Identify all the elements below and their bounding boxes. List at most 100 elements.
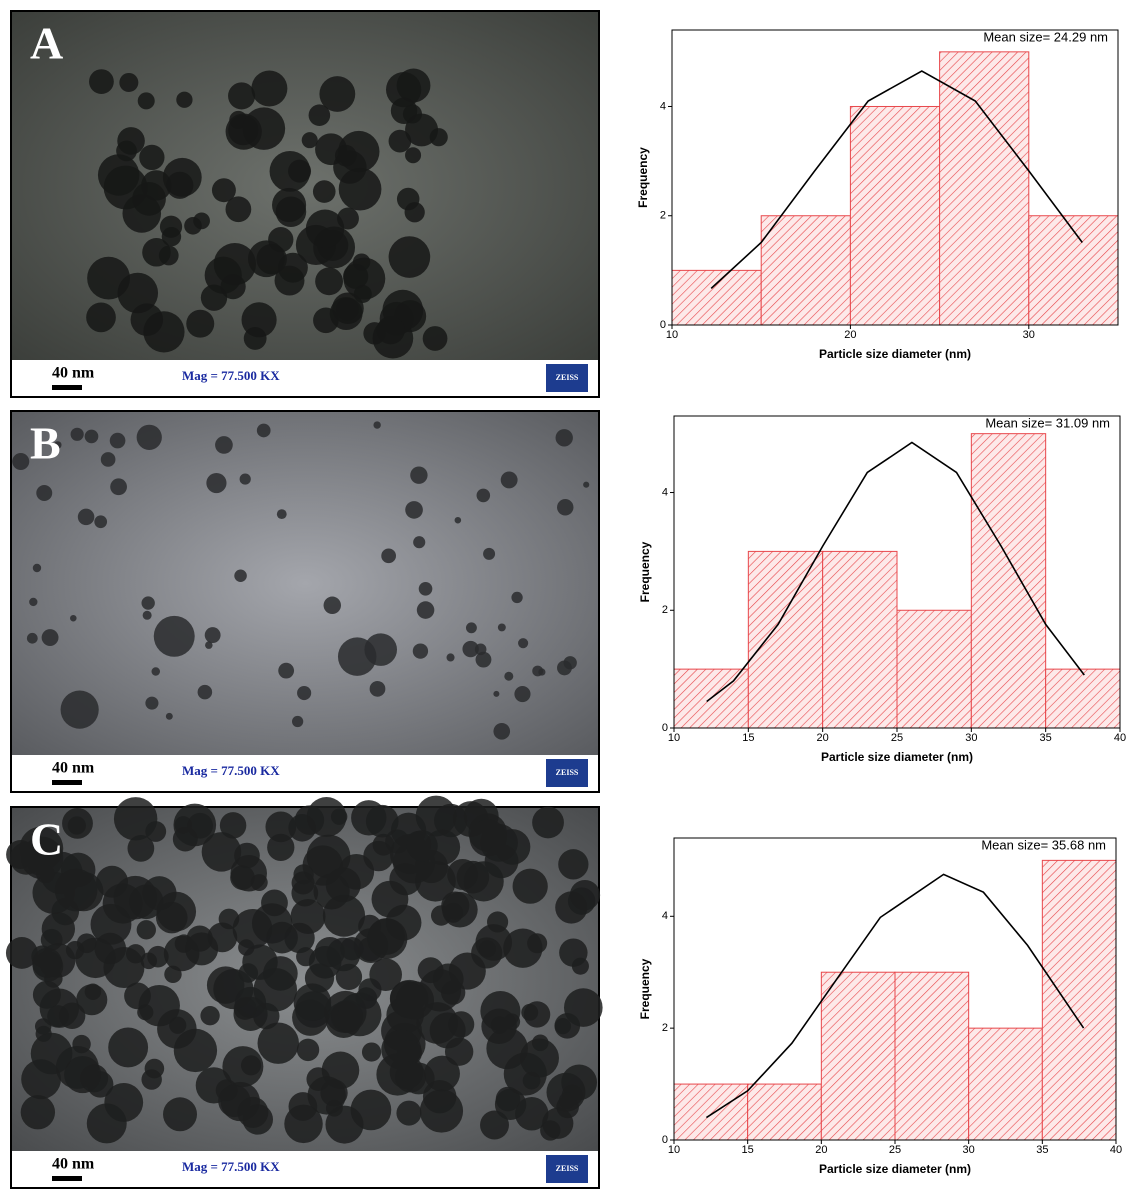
histogram-bar [971,434,1045,728]
particle [476,652,492,668]
particle [410,466,427,483]
particle [205,641,213,649]
particle [114,876,158,920]
particle [101,452,116,467]
particle [145,697,158,710]
particle [407,830,438,861]
y-tick-label: 2 [660,210,666,222]
particle [138,92,155,109]
particle [166,172,193,199]
particle [331,808,347,824]
histogram-bar [823,551,897,728]
x-tick-label: 30 [963,1144,975,1156]
particle [85,430,99,444]
particle [110,478,127,495]
particle [524,1001,550,1027]
particle [277,509,287,519]
particle [163,1097,197,1131]
particle [417,601,435,619]
particle [306,210,344,248]
histogram-bar [672,270,761,325]
particle [104,166,148,210]
particle [477,489,491,503]
x-tick-label: 20 [817,732,829,744]
particle [68,816,86,834]
particle [532,807,564,839]
y-axis-label: Frequency [638,958,652,1019]
particle [289,1092,318,1121]
particle [481,1009,517,1045]
x-axis-label: Particle size diameter (nm) [821,750,973,764]
particle [139,145,164,170]
particle [162,227,181,246]
particle [403,1063,435,1095]
particle [240,473,251,484]
particle [297,686,311,700]
particle [556,429,573,446]
particle [278,253,308,283]
particle [159,246,179,266]
info-bar [12,360,598,396]
particle [423,326,448,351]
x-tick-label: 25 [891,732,903,744]
x-tick-label: 35 [1040,732,1052,744]
particle [368,918,405,955]
particle [338,993,382,1037]
particle [338,854,374,890]
particle [325,1106,363,1144]
panel-label: B [30,418,61,469]
particle [340,937,363,960]
x-tick-label: 15 [742,732,754,744]
annotation: Mean size= 35.68 nm [981,837,1106,852]
y-tick-label: 0 [660,319,666,331]
particle [119,73,138,92]
panel-label: A [30,18,63,69]
histogram-bar [821,972,895,1140]
scale-bar [52,1176,82,1181]
particle [42,629,59,646]
x-tick-label: 20 [844,329,856,341]
page: A40 nmMag = 77.500 KXZEISSB40 nmMag = 77… [0,0,1128,1194]
particle [78,509,95,526]
magnification: Mag = 77.500 KX [182,368,280,383]
particle [396,1101,421,1126]
particle [166,713,173,720]
particle [21,1095,55,1129]
particle [377,316,405,344]
x-axis-label: Particle size diameter (nm) [819,1162,971,1176]
particle [108,1028,148,1068]
particle [117,127,145,155]
y-tick-label: 0 [662,722,668,734]
particle [244,327,267,350]
particle [41,929,63,951]
tem-image [12,412,598,755]
particle [205,627,221,643]
particle [56,1046,99,1089]
y-axis-label: Frequency [636,147,650,208]
particle [288,814,316,842]
particle [152,667,160,675]
particle [501,471,518,488]
particle [457,861,490,894]
particle [405,202,425,222]
x-tick-label: 25 [889,1144,901,1156]
y-tick-label: 2 [662,604,668,616]
particle [513,869,548,904]
particle [104,1083,143,1122]
particle [263,956,298,991]
particle [33,564,41,572]
particle [12,453,29,470]
particle [542,1108,573,1139]
histogram-bar [1042,860,1116,1140]
particle [466,622,477,633]
x-tick-label: 40 [1114,732,1126,744]
particle [110,433,126,449]
particle [518,638,528,648]
scale-bar [52,780,82,785]
x-tick-label: 15 [742,1144,754,1156]
particle [405,147,421,163]
particle [234,569,247,582]
particle [154,616,195,657]
brand: ZEISS [556,768,579,777]
info-bar [12,755,598,791]
